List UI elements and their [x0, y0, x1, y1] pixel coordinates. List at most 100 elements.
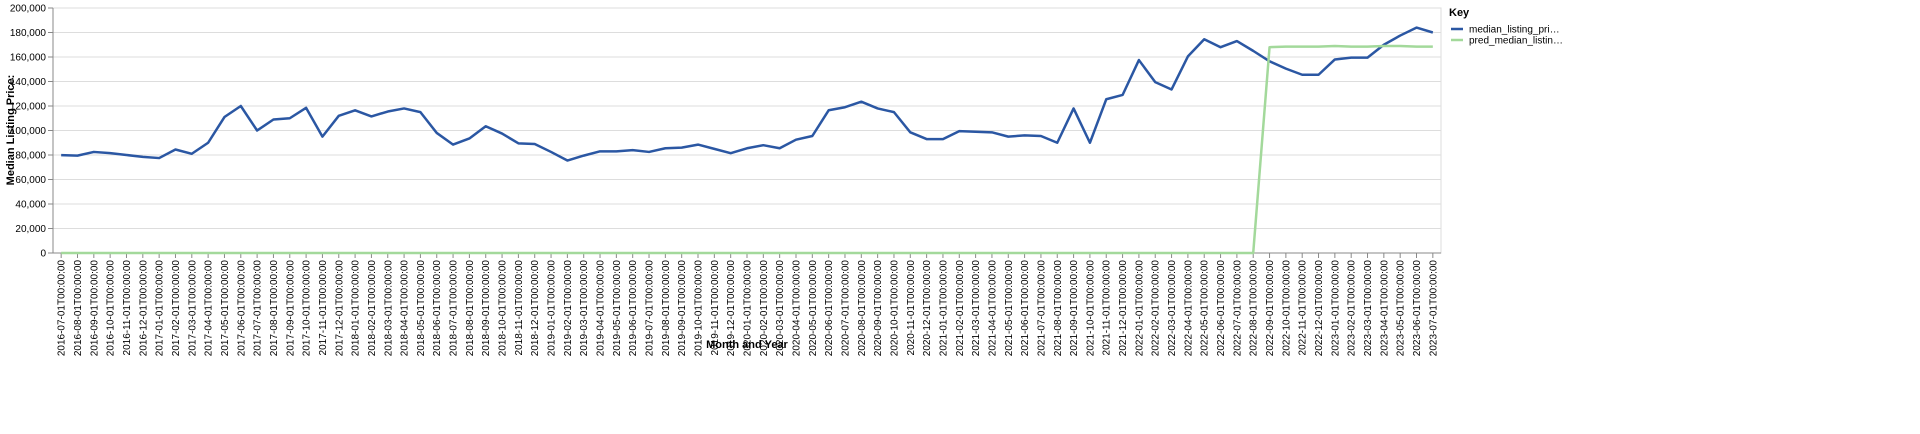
x-tick-label: 2019-01-01T00:00:00 — [547, 260, 558, 357]
x-tick-label: 2019-05-01T00:00:00 — [612, 260, 623, 357]
x-tick-label: 2021-05-01T00:00:00 — [1004, 260, 1015, 357]
series-line — [61, 26, 1434, 162]
x-tick-label: 2023-05-01T00:00:00 — [1396, 260, 1407, 357]
y-tick-label: 20,000 — [15, 224, 46, 235]
x-tick-label: 2017-08-01T00:00:00 — [269, 260, 280, 357]
x-tick-label: 2021-11-01T00:00:00 — [1102, 260, 1113, 356]
x-tick-label: 2019-10-01T00:00:00 — [694, 260, 705, 357]
x-tick-label: 2018-04-01T00:00:00 — [400, 260, 411, 357]
x-tick-label: 2017-04-01T00:00:00 — [204, 260, 215, 357]
x-tick-label: 2022-11-01T00:00:00 — [1298, 260, 1309, 356]
y-tick-label: 100,000 — [10, 126, 47, 137]
y-tick-label: 60,000 — [15, 175, 46, 186]
legend-title: Key — [1449, 7, 1470, 19]
x-tick-label: 2022-10-01T00:00:00 — [1281, 260, 1292, 357]
y-tick-label: 0 — [40, 249, 46, 260]
x-tick-label: 2021-02-01T00:00:00 — [955, 260, 966, 357]
x-tick-label: 2022-02-01T00:00:00 — [1151, 260, 1162, 357]
x-tick-label: 2018-08-01T00:00:00 — [465, 260, 476, 357]
x-tick-label: 2022-03-01T00:00:00 — [1167, 260, 1178, 357]
legend-label: median_listing_pri… — [1469, 25, 1560, 36]
x-tick-label: 2022-04-01T00:00:00 — [1183, 260, 1194, 357]
x-tick-label: 2023-06-01T00:00:00 — [1412, 260, 1423, 357]
x-tick-label: 2017-09-01T00:00:00 — [285, 260, 296, 357]
x-tick-label: 2016-11-01T00:00:00 — [122, 260, 133, 356]
x-tick-label: 2020-01-01T00:00:00 — [743, 260, 754, 357]
x-tick-label: 2021-10-01T00:00:00 — [1085, 260, 1096, 357]
x-tick-label: 2018-09-01T00:00:00 — [481, 260, 492, 357]
x-tick-label: 2022-12-01T00:00:00 — [1314, 260, 1325, 357]
x-tick-label: 2016-08-01T00:00:00 — [73, 260, 84, 357]
x-axis-title: Month and Year — [706, 339, 788, 351]
x-tick-label: 2021-09-01T00:00:00 — [1069, 260, 1080, 357]
x-tick-label: 2021-04-01T00:00:00 — [987, 260, 998, 357]
x-tick-label: 2018-10-01T00:00:00 — [498, 260, 509, 357]
x-tick-label: 2018-05-01T00:00:00 — [416, 260, 427, 357]
x-tick-label: 2018-06-01T00:00:00 — [432, 260, 443, 357]
legend-label: pred_median_listin… — [1469, 36, 1563, 47]
x-tick-label: 2022-06-01T00:00:00 — [1216, 260, 1227, 357]
x-tick-label: 2020-10-01T00:00:00 — [889, 260, 900, 357]
x-tick-label: 2022-08-01T00:00:00 — [1249, 260, 1260, 357]
x-tick-label: 2020-02-01T00:00:00 — [759, 260, 770, 357]
x-tick-label: 2020-07-01T00:00:00 — [840, 260, 851, 357]
series-line — [61, 44, 1433, 255]
x-tick-label: 2017-03-01T00:00:00 — [187, 260, 198, 357]
x-tick-label: 2019-11-01T00:00:00 — [710, 260, 721, 356]
x-tick-label: 2018-03-01T00:00:00 — [383, 260, 394, 357]
x-tick-label: 2022-05-01T00:00:00 — [1200, 260, 1211, 357]
x-tick-label: 2023-01-01T00:00:00 — [1330, 260, 1341, 357]
x-tick-label: 2022-07-01T00:00:00 — [1232, 260, 1243, 357]
x-tick-label: 2022-09-01T00:00:00 — [1265, 260, 1276, 357]
y-axis-title: Median Listing Price: — [5, 75, 17, 186]
x-tick-label: 2023-07-01T00:00:00 — [1428, 260, 1439, 357]
x-tick-label: 2018-11-01T00:00:00 — [514, 260, 525, 356]
x-tick-label: 2020-03-01T00:00:00 — [775, 260, 786, 357]
x-tick-label: 2019-03-01T00:00:00 — [579, 260, 590, 357]
x-tick-label: 2017-01-01T00:00:00 — [155, 260, 166, 357]
y-tick-label: 140,000 — [10, 77, 47, 88]
y-tick-label: 160,000 — [10, 53, 47, 64]
x-tick-label: 2020-08-01T00:00:00 — [857, 260, 868, 357]
x-tick-label: 2017-07-01T00:00:00 — [253, 260, 264, 357]
x-tick-label: 2020-05-01T00:00:00 — [808, 260, 819, 357]
x-tick-label: 2021-06-01T00:00:00 — [1020, 260, 1031, 357]
x-tick-label: 2019-08-01T00:00:00 — [661, 260, 672, 357]
x-tick-label: 2021-07-01T00:00:00 — [1036, 260, 1047, 357]
x-tick-label: 2017-10-01T00:00:00 — [302, 260, 313, 357]
x-tick-label: 2019-06-01T00:00:00 — [628, 260, 639, 357]
x-tick-label: 2020-12-01T00:00:00 — [922, 260, 933, 357]
x-tick-label: 2023-04-01T00:00:00 — [1379, 260, 1390, 357]
x-tick-label: 2022-01-01T00:00:00 — [1134, 260, 1145, 357]
x-tick-label: 2021-03-01T00:00:00 — [971, 260, 982, 357]
x-tick-label: 2019-09-01T00:00:00 — [677, 260, 688, 357]
x-tick-label: 2018-07-01T00:00:00 — [449, 260, 460, 357]
y-tick-label: 180,000 — [10, 28, 47, 39]
x-tick-label: 2019-12-01T00:00:00 — [726, 260, 737, 357]
y-tick-label: 200,000 — [10, 4, 47, 15]
x-tick-label: 2017-02-01T00:00:00 — [171, 260, 182, 357]
x-tick-label: 2017-06-01T00:00:00 — [236, 260, 247, 357]
x-tick-label: 2018-02-01T00:00:00 — [367, 260, 378, 357]
x-tick-label: 2016-07-01T00:00:00 — [57, 260, 68, 357]
x-tick-label: 2019-04-01T00:00:00 — [596, 260, 607, 357]
x-tick-label: 2019-02-01T00:00:00 — [563, 260, 574, 357]
x-tick-label: 2021-01-01T00:00:00 — [938, 260, 949, 357]
x-tick-label: 2019-07-01T00:00:00 — [645, 260, 656, 357]
x-tick-label: 2017-11-01T00:00:00 — [318, 260, 329, 356]
x-tick-label: 2020-06-01T00:00:00 — [824, 260, 835, 357]
x-tick-label: 2018-01-01T00:00:00 — [351, 260, 362, 357]
y-tick-label: 80,000 — [15, 151, 46, 162]
x-tick-label: 2017-12-01T00:00:00 — [334, 260, 345, 357]
x-tick-label: 2017-05-01T00:00:00 — [220, 260, 231, 357]
x-tick-label: 2023-03-01T00:00:00 — [1363, 260, 1374, 357]
x-tick-label: 2020-09-01T00:00:00 — [873, 260, 884, 357]
y-tick-label: 120,000 — [10, 102, 47, 113]
x-tick-label: 2023-02-01T00:00:00 — [1347, 260, 1358, 357]
x-tick-label: 2016-12-01T00:00:00 — [138, 260, 149, 357]
x-tick-label: 2021-12-01T00:00:00 — [1118, 260, 1129, 357]
x-tick-label: 2020-04-01T00:00:00 — [791, 260, 802, 357]
x-tick-label: 2016-09-01T00:00:00 — [89, 260, 100, 357]
